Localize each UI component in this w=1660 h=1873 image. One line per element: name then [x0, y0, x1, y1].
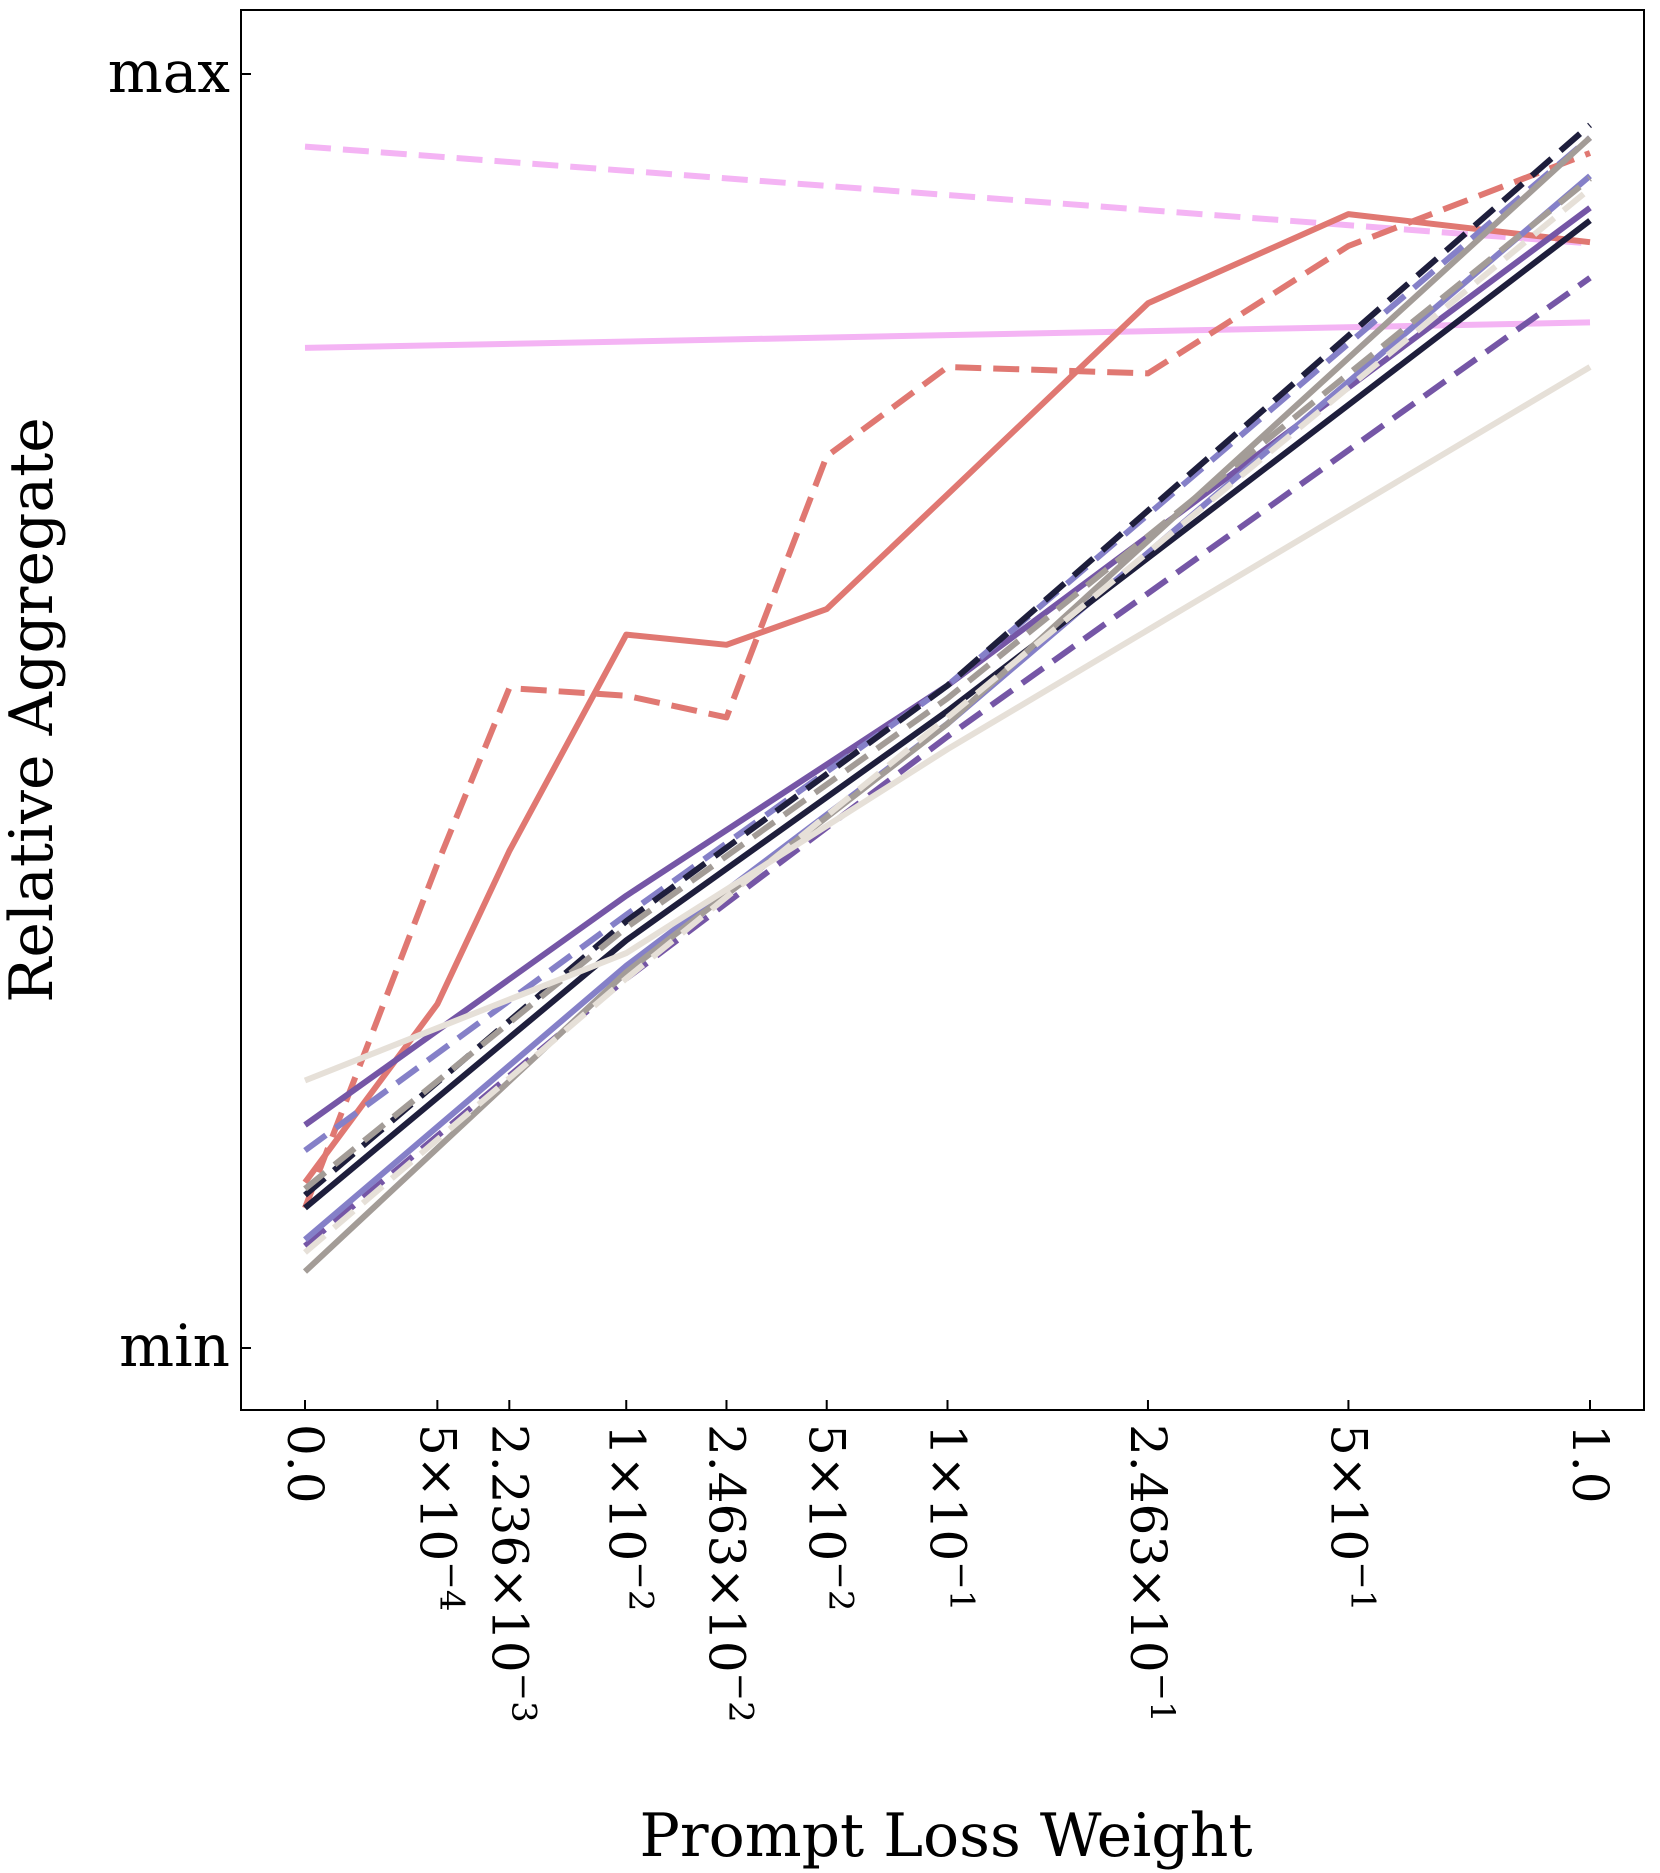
series-line-12	[303, 176, 1592, 1192]
x-tick-label-10: 1.0	[1561, 1424, 1619, 1504]
y-tick-label-min: min	[119, 1312, 230, 1380]
x-tick-label-4: 1×10−2	[597, 1424, 660, 1611]
series-line-9	[303, 218, 1592, 1211]
x-tick-label-7: 1×10−1	[919, 1424, 982, 1611]
series-line-3	[302, 211, 1591, 1185]
x-tick-label-5: 2.463×10−2	[698, 1424, 761, 1723]
series-layer	[302, 122, 1593, 1274]
series-line-14	[303, 186, 1592, 1255]
series-line-2	[304, 319, 1591, 351]
series-line-4	[302, 150, 1592, 1209]
x-axis-label: Prompt Loss Weight	[640, 1801, 1253, 1871]
x-tick-label-9: 5×10−1	[1319, 1424, 1382, 1611]
x-tick-label-2: 5×10−4	[408, 1424, 471, 1611]
y-axis-label: Relative Aggregate	[0, 417, 67, 1003]
x-tick-label-8: 2.463×10−1	[1119, 1424, 1182, 1723]
series-line-11	[302, 135, 1593, 1274]
x-tick-label-3: 2.236×10−3	[480, 1424, 543, 1723]
y-tick-label-max: max	[108, 38, 230, 106]
x-tick-label-1: 0.0	[276, 1424, 334, 1504]
plot-frame	[240, 9, 1645, 1411]
x-tick-label-6: 5×10−2	[798, 1424, 861, 1611]
series-line-6	[303, 275, 1592, 1249]
x-axis-ticks: 0.0 5×10−4 2.236×10−3 1×10−2 2.463×10−2 5×10−…	[276, 1400, 1619, 1723]
y-axis-ticks: min max	[108, 38, 251, 1380]
series-line-1	[304, 143, 1591, 247]
